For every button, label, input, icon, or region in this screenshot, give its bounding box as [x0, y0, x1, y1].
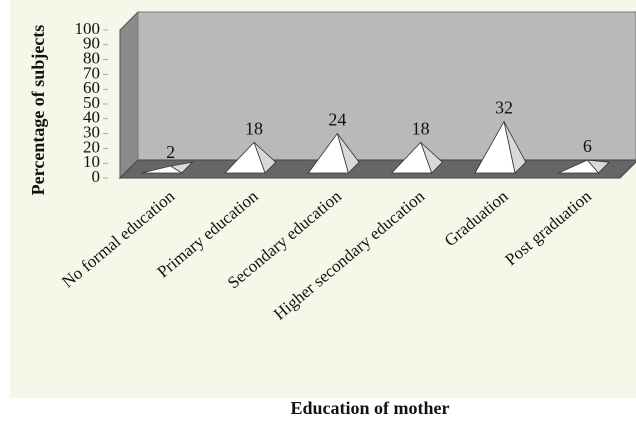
value-label: 6	[583, 136, 592, 156]
pyramid-front	[474, 120, 516, 174]
y-tick-label: 90	[83, 34, 100, 53]
y-tick-label: 100	[75, 19, 101, 38]
x-axis-title: Education of mother	[291, 398, 450, 418]
back-wall	[137, 11, 636, 161]
value-label: 18	[412, 118, 430, 138]
pyramid-front	[390, 141, 433, 174]
y-tick-label: 80	[83, 49, 100, 68]
y-tick-label: 50	[83, 93, 100, 112]
y-tick-label: 40	[83, 108, 100, 127]
pyramid-front	[307, 132, 349, 174]
value-label: 24	[328, 109, 346, 129]
pyramid-front	[558, 159, 600, 174]
pyramid	[141, 161, 194, 174]
side-wall	[119, 10, 139, 180]
pyramid	[307, 132, 360, 174]
y-tick-label: 60	[83, 78, 100, 97]
pyramid	[558, 159, 611, 174]
y-tick-label: 30	[83, 123, 100, 142]
y-tick-label: 10	[83, 152, 100, 171]
pyramid	[474, 120, 527, 174]
y-axis-title: Percentage of subjects	[28, 25, 48, 196]
y-tick-label: 0	[92, 167, 101, 186]
value-label: 18	[245, 118, 263, 138]
pyramid	[390, 141, 444, 174]
value-label: 2	[166, 142, 175, 162]
value-label: 32	[495, 98, 513, 118]
floor	[118, 159, 636, 179]
y-tick-label: 70	[83, 63, 100, 82]
pyramid-front	[141, 165, 184, 174]
pyramid-front	[224, 141, 266, 174]
pyramid	[224, 141, 277, 174]
y-tick-label: 20	[83, 137, 100, 156]
